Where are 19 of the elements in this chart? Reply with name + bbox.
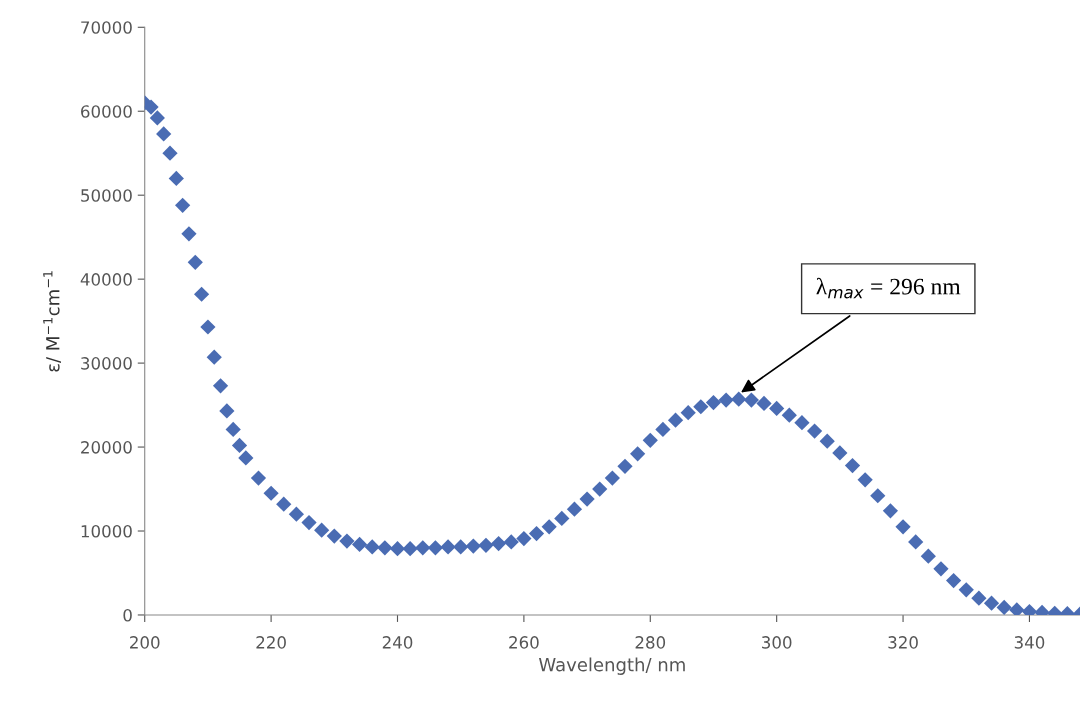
x-tick-label: 340 [1014,636,1045,649]
y-tick-label: 50000 [81,189,132,202]
annotation: λ$_{max}$ = 296 nm [816,277,961,299]
y-tick-label: 70000 [81,21,132,34]
x-tick-label: 200 [130,636,160,649]
y-tick-label: 0 [123,608,132,622]
x-tick-label: 280 [635,636,666,649]
x-tick-label: 240 [382,636,413,649]
x-tick-label: 260 [509,636,539,649]
y-tick-label: 30000 [81,357,132,370]
x-axis-title: Wavelength/ nm [538,657,685,675]
y-tick-label: 60000 [81,105,132,118]
x-tick-label: 220 [256,636,286,649]
y-axis-title: ε/ M$^{−1}$cm$^{−1}$ [43,271,62,372]
y-tick-label: 20000 [81,441,132,454]
x-tick-label: 300 [762,636,792,649]
y-tick-label: 10000 [81,524,132,538]
y-tick-label: 40000 [80,273,132,286]
x-tick-label: 320 [888,636,918,649]
